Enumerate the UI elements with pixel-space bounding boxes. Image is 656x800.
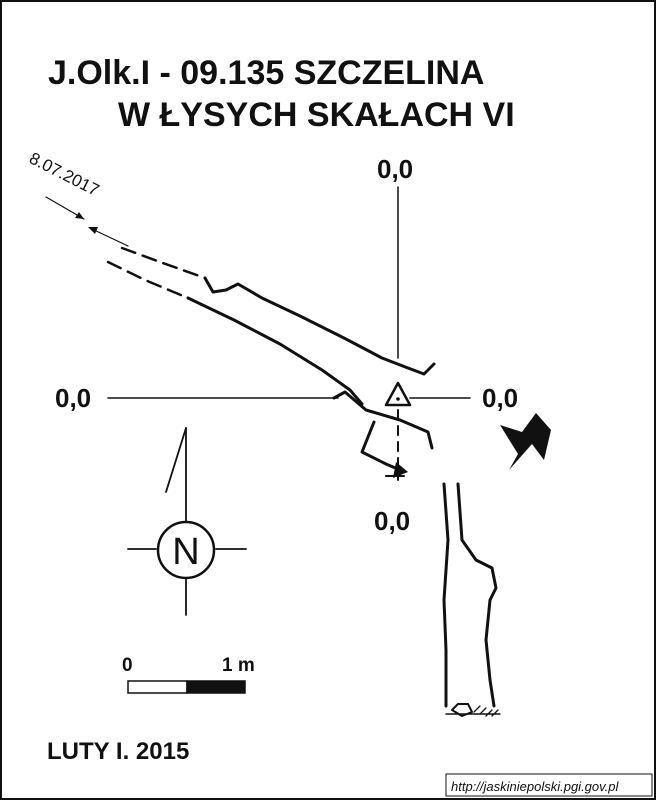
scale-label-start: 0 — [122, 655, 133, 676]
coord-label-top: 0,0 — [377, 154, 413, 184]
side-niche-wall — [360, 420, 402, 472]
passage-wall-upper-dashed — [120, 246, 207, 280]
north-arrow-icon — [127, 427, 247, 616]
credit-box — [445, 773, 653, 797]
title-line-2: W ŁYSYCH SKAŁACH VI — [118, 96, 515, 134]
side-niche-arrowhead — [393, 462, 408, 478]
profile-wall-left — [442, 482, 450, 708]
passage-wall-lower-dashed — [106, 260, 190, 300]
survey-station-triangle-icon — [384, 381, 412, 407]
scale-bar — [127, 680, 246, 694]
profile-wall-right — [456, 482, 498, 708]
passage-continuation-pointer-head — [88, 227, 98, 234]
coord-label-left: 0,0 — [55, 383, 91, 413]
north-symbol-label: N — [172, 531, 199, 573]
passage-wall-upper — [203, 276, 436, 376]
coord-label-bottom: 0,0 — [374, 506, 410, 536]
survey-date-label: 8.07.2017 — [26, 149, 102, 200]
coord-label-right: 0,0 — [482, 383, 518, 413]
passage-wall-right — [332, 390, 434, 450]
passage-wall-lower — [186, 296, 364, 406]
survey-date-pointer-head — [75, 212, 84, 219]
title-line-1: J.Olk.I - 09.135 SZCZELINA — [48, 54, 484, 92]
passage-continuation-pointer — [91, 228, 129, 247]
entrance-arrow-icon — [500, 413, 551, 470]
author-label: LUTY I. 2015 — [47, 738, 189, 765]
profile-floor-boulder — [445, 703, 501, 717]
credit-url[interactable]: http://jaskiniepolski.pgi.gov.pl — [451, 779, 620, 794]
scale-label-end: 1 m — [222, 655, 255, 676]
